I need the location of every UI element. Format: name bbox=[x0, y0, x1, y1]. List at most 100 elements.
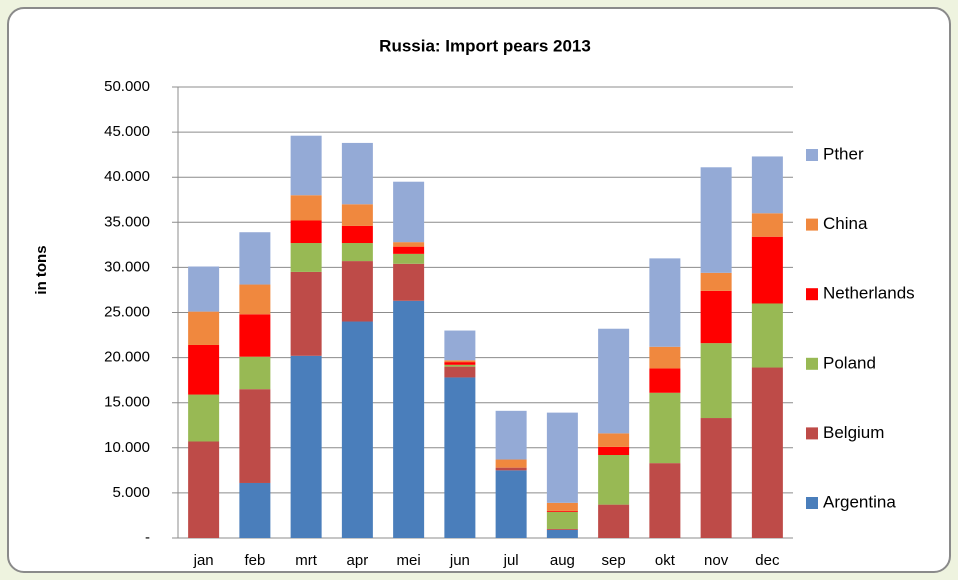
bar-segment bbox=[393, 246, 425, 254]
bar-segment bbox=[393, 253, 425, 264]
bar-segment bbox=[598, 446, 630, 456]
bar-segment bbox=[393, 300, 425, 538]
bar-segment bbox=[444, 377, 476, 538]
bar-segment bbox=[700, 272, 732, 291]
y-tick-label: 40.000 bbox=[104, 168, 150, 185]
bar-segment bbox=[341, 243, 373, 262]
bar-segment bbox=[700, 290, 732, 344]
bar-segment bbox=[546, 510, 578, 512]
bar-segment bbox=[546, 529, 578, 538]
bar-segment bbox=[341, 321, 373, 538]
bar-segment bbox=[239, 284, 271, 315]
bar-segment bbox=[700, 343, 732, 419]
bar-segment bbox=[188, 344, 220, 395]
bar-segment bbox=[188, 266, 220, 312]
bar-segment bbox=[341, 204, 373, 226]
y-tick-label: 30.000 bbox=[104, 258, 150, 275]
bar-segment bbox=[188, 441, 220, 538]
bar-segment bbox=[649, 463, 681, 538]
y-tick-label: 15.000 bbox=[104, 394, 150, 411]
bar-segment bbox=[393, 263, 425, 301]
bar-segment bbox=[239, 356, 271, 390]
bar-segment bbox=[495, 410, 527, 460]
legend-swatch bbox=[806, 357, 818, 370]
legend-swatch bbox=[806, 288, 818, 301]
x-tick-label: sep bbox=[602, 552, 626, 569]
bar-segment bbox=[290, 243, 322, 272]
bar-segment bbox=[649, 368, 681, 393]
legend-swatch bbox=[806, 427, 818, 440]
bar-segment bbox=[239, 482, 271, 538]
bar-segment bbox=[290, 355, 322, 538]
bar-segment bbox=[649, 258, 681, 347]
x-tick-label: dec bbox=[755, 552, 780, 569]
bar-segment bbox=[290, 271, 322, 356]
bar-segment bbox=[495, 467, 527, 471]
bar-segment bbox=[598, 455, 630, 505]
chart-title: Russia: Import pears 2013 bbox=[379, 36, 591, 55]
bar-segment bbox=[598, 328, 630, 434]
legend-swatch bbox=[806, 497, 818, 509]
bar-segment bbox=[444, 360, 476, 363]
bar-segment bbox=[751, 367, 783, 538]
bar-segment bbox=[751, 303, 783, 368]
bar-segment bbox=[188, 311, 220, 345]
y-tick-label: - bbox=[145, 529, 150, 546]
bar-segment bbox=[341, 261, 373, 322]
bar-segment bbox=[700, 167, 732, 273]
x-tick-label: aug bbox=[550, 552, 575, 569]
y-tick-label: 45.000 bbox=[104, 123, 150, 140]
x-tick-label: jan bbox=[193, 552, 214, 569]
bar-segment bbox=[546, 511, 578, 529]
bar-segment bbox=[751, 213, 783, 237]
bar-segment bbox=[239, 389, 271, 483]
bar-segment bbox=[290, 135, 322, 196]
bar-segment bbox=[341, 225, 373, 244]
bar-segment bbox=[495, 470, 527, 538]
y-tick-label: 20.000 bbox=[104, 349, 150, 366]
bar-segment bbox=[751, 236, 783, 304]
bar-segment bbox=[341, 142, 373, 205]
legend-label: China bbox=[823, 214, 868, 233]
y-axis-label: in tons bbox=[33, 245, 50, 294]
x-tick-label: feb bbox=[244, 552, 265, 569]
bar-segment bbox=[444, 366, 476, 378]
y-tick-label: 35.000 bbox=[104, 213, 150, 230]
x-tick-label: jul bbox=[503, 552, 519, 569]
y-tick-label: 5.000 bbox=[112, 484, 150, 501]
bar-segment bbox=[649, 392, 681, 464]
y-tick-label: 50.000 bbox=[104, 78, 150, 95]
legend-swatch bbox=[806, 149, 818, 161]
y-tick-label: 25.000 bbox=[104, 303, 150, 320]
x-tick-label: apr bbox=[347, 552, 369, 569]
x-tick-label: mei bbox=[397, 552, 421, 569]
bar-segment bbox=[649, 346, 681, 369]
bar-segment bbox=[700, 418, 732, 538]
legend-swatch bbox=[806, 218, 818, 231]
bar-segment bbox=[546, 412, 578, 503]
bar-segment bbox=[239, 232, 271, 285]
y-tick-label: 10.000 bbox=[104, 439, 150, 456]
legend-label: Pther bbox=[823, 144, 864, 163]
bar-segment bbox=[546, 502, 578, 511]
bar-segment bbox=[239, 314, 271, 357]
bar-segment bbox=[495, 459, 527, 468]
x-tick-label: okt bbox=[655, 552, 676, 569]
bar-segment bbox=[444, 362, 476, 365]
bar-segment bbox=[598, 504, 630, 538]
bar-segment bbox=[751, 156, 783, 214]
bar-segment bbox=[546, 528, 578, 530]
bar-segment bbox=[290, 220, 322, 244]
bar-segment bbox=[188, 394, 220, 442]
x-tick-label: mrt bbox=[295, 552, 317, 569]
bar-segment bbox=[393, 181, 425, 243]
bar-segment bbox=[444, 330, 476, 361]
bar-segment bbox=[444, 364, 476, 367]
legend-label: Poland bbox=[823, 353, 876, 372]
bar-segment bbox=[290, 195, 322, 221]
legend-label: Belgium bbox=[823, 423, 884, 442]
bar-segment bbox=[393, 242, 425, 247]
legend-label: Argentina bbox=[823, 492, 896, 511]
x-tick-label: jun bbox=[449, 552, 470, 569]
